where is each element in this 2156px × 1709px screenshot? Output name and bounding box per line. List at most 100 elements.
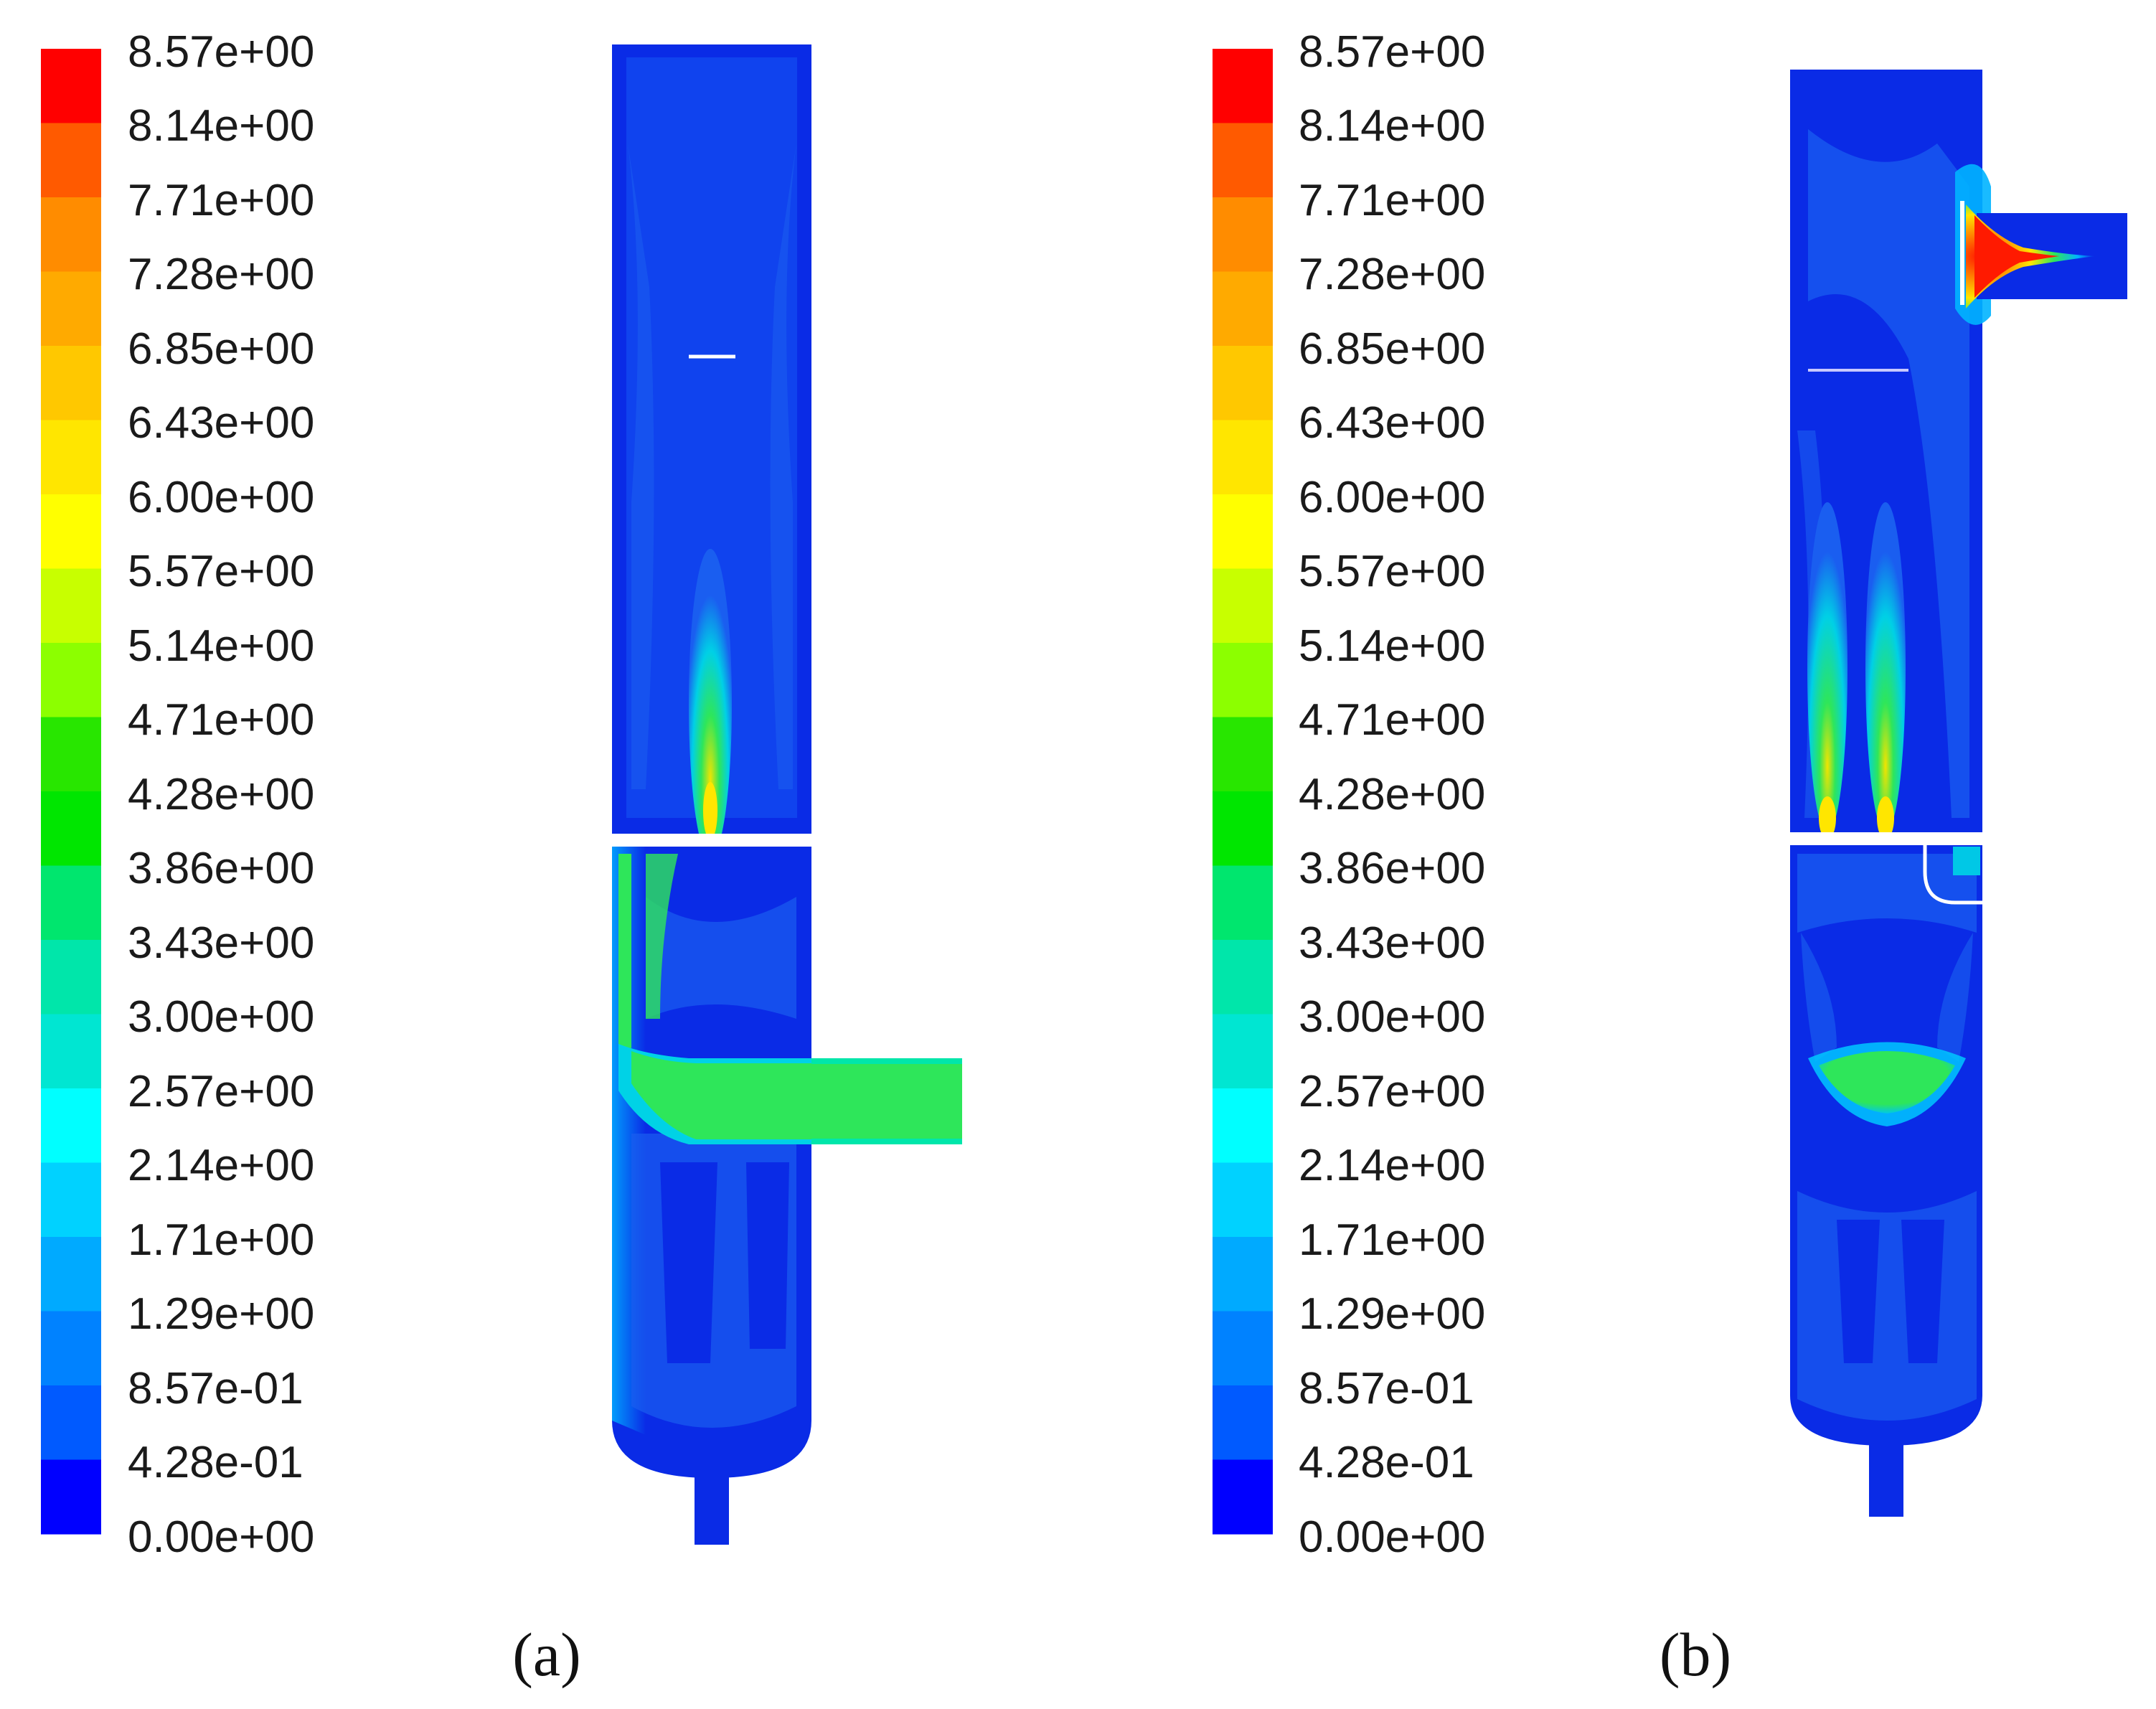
colorbar-swatch: [41, 643, 101, 718]
colorbar-swatch: [41, 717, 101, 792]
colorbar-swatch: [41, 123, 101, 198]
colorbar-swatch: [41, 1385, 101, 1461]
colorbar-tick-label: 2.14e+00: [128, 1141, 314, 1190]
colorbar-swatch: [1213, 1459, 1273, 1535]
colorbar-swatch: [1213, 346, 1273, 421]
colorbar-tick-label: 5.14e+00: [1299, 621, 1485, 671]
side-inlet-pipe-edge: [811, 1058, 962, 1064]
colorbar-tick-label: 3.00e+00: [128, 992, 314, 1042]
liquid-pool-core: [1819, 1051, 1955, 1114]
outlet-jet-core: [1974, 215, 2059, 298]
panel-caption: (a): [512, 1620, 580, 1689]
colorbar-swatch: [1213, 1088, 1273, 1164]
section-gap: [612, 834, 811, 847]
colorbar-tick-label: 8.57e+00: [1299, 27, 1485, 77]
colorbar-tick-label: 8.57e-01: [128, 1364, 303, 1413]
colorbar-swatch: [41, 1237, 101, 1312]
jet-plume: [1807, 502, 1847, 832]
colorbar-swatch: [1213, 271, 1273, 347]
colorbar-swatch: [1213, 1162, 1273, 1238]
jet-plume: [1865, 502, 1906, 832]
wall-jet: [646, 854, 678, 1019]
colorbar-swatch: [41, 1088, 101, 1164]
jet-core: [1819, 796, 1836, 839]
colorbar-swatch: [41, 1459, 101, 1535]
colorbar-tick-label: 4.71e+00: [128, 695, 314, 745]
jet-core: [1877, 796, 1894, 839]
inlet-jet-core: [631, 1051, 811, 1139]
colorbar-tick-label: 6.43e+00: [1299, 398, 1485, 448]
colorbar-swatch: [1213, 717, 1273, 792]
colorbar-tick-label: 1.71e+00: [128, 1215, 314, 1265]
colorbar-tick-label: 1.29e+00: [128, 1289, 314, 1339]
bottom-drain: [695, 1474, 729, 1545]
colorbar-tick-label: 8.14e+00: [128, 101, 314, 151]
colorbar-tick-label: 4.28e-01: [128, 1438, 303, 1487]
colorbar-swatch: [41, 865, 101, 941]
colorbar-swatch: [41, 420, 101, 495]
colorbar-swatch: [41, 568, 101, 644]
colorbar-tick-label: 5.57e+00: [1299, 547, 1485, 596]
colorbar-tick-label: 3.43e+00: [128, 918, 314, 968]
section-gap: [1790, 832, 1982, 845]
colorbar-tick-label: 7.28e+00: [1299, 250, 1485, 299]
colorbar-tick-label: 1.71e+00: [1299, 1215, 1485, 1265]
downcomer-pipe: [1923, 832, 1982, 905]
colorbar-tick-label: 8.57e-01: [1299, 1364, 1474, 1413]
upper-column-flow-zone: [626, 57, 797, 818]
colorbar-tick-label: 8.57e+00: [128, 27, 314, 77]
panel-a: 8.57e+00 8.14e+00 7.71e+00 7.28e+00 6.85…: [41, 27, 962, 1689]
panel-b: 8.57e+00 8.14e+00 7.71e+00 7.28e+00 6.85…: [1213, 27, 2127, 1689]
lower-flow-zone: [1797, 1191, 1977, 1421]
colorbar-swatch: [41, 494, 101, 570]
colorbar-swatch: [1213, 568, 1273, 644]
colorbar-tick-label: 6.00e+00: [128, 473, 314, 522]
panel-caption: (b): [1660, 1620, 1731, 1689]
colorbar-tick-label: 0.00e+00: [1299, 1512, 1485, 1562]
colorbar-tick-label: 7.71e+00: [1299, 176, 1485, 225]
colorbar-swatches: [41, 49, 101, 1535]
colorbar-ticks: 8.57e+00 8.14e+00 7.71e+00 7.28e+00 6.85…: [1299, 27, 1485, 1562]
colorbar-tick-label: 5.57e+00: [128, 547, 314, 596]
colorbar-tick-label: 6.85e+00: [1299, 324, 1485, 374]
colorbar-tick-label: 4.28e-01: [1299, 1438, 1474, 1487]
side-inlet-pipe: [811, 1058, 962, 1144]
colorbar-swatch: [41, 1014, 101, 1089]
colorbar-swatch: [41, 791, 101, 867]
colorbar-tick-label: 3.00e+00: [1299, 992, 1485, 1042]
colorbar-swatch: [1213, 1237, 1273, 1312]
colorbar-tick-label: 4.71e+00: [1299, 695, 1485, 745]
colorbar-swatch: [1213, 197, 1273, 273]
colorbar-swatch: [1213, 791, 1273, 867]
colorbar-swatch: [41, 49, 101, 124]
colorbar-ticks: 8.57e+00 8.14e+00 7.71e+00 7.28e+00 6.85…: [128, 27, 314, 1562]
colorbar-swatch: [1213, 123, 1273, 198]
colorbar-tick-label: 4.28e+00: [1299, 770, 1485, 819]
vessel-a-contour: [612, 44, 962, 1545]
colorbar-tick-label: 0.00e+00: [128, 1512, 314, 1562]
colorbar-swatch: [1213, 865, 1273, 941]
colorbar-tick-label: 1.29e+00: [1299, 1289, 1485, 1339]
colorbar-swatch: [1213, 940, 1273, 1015]
colorbar-tick-label: 6.85e+00: [128, 324, 314, 374]
lower-flow-zone: [1837, 1220, 1944, 1363]
colorbar-tick-label: 3.86e+00: [1299, 844, 1485, 893]
lower-flow-zone: [1797, 854, 1977, 933]
bottom-drain: [1869, 1442, 1903, 1517]
colorbar-tick-label: 7.28e+00: [128, 250, 314, 299]
colorbar-swatch: [1213, 643, 1273, 718]
colorbar-swatch: [1213, 494, 1273, 570]
colorbar-tick-label: 6.00e+00: [1299, 473, 1485, 522]
colorbar-tick-label: 4.28e+00: [128, 770, 314, 819]
vessel-b-contour: [1790, 70, 2127, 1517]
colorbar-tick-label: 2.57e+00: [128, 1067, 314, 1116]
side-inlet-pipe-edge: [811, 1139, 962, 1144]
colorbar-a: 8.57e+00 8.14e+00 7.71e+00 7.28e+00 6.85…: [41, 27, 314, 1562]
colorbar-swatch: [1213, 1014, 1273, 1089]
colorbar-tick-label: 8.14e+00: [1299, 101, 1485, 151]
colorbar-swatches: [1213, 49, 1273, 1535]
jet-plume: [689, 549, 732, 857]
lower-flow-zone: [1801, 933, 1973, 1062]
colorbar-swatch: [41, 1311, 101, 1386]
